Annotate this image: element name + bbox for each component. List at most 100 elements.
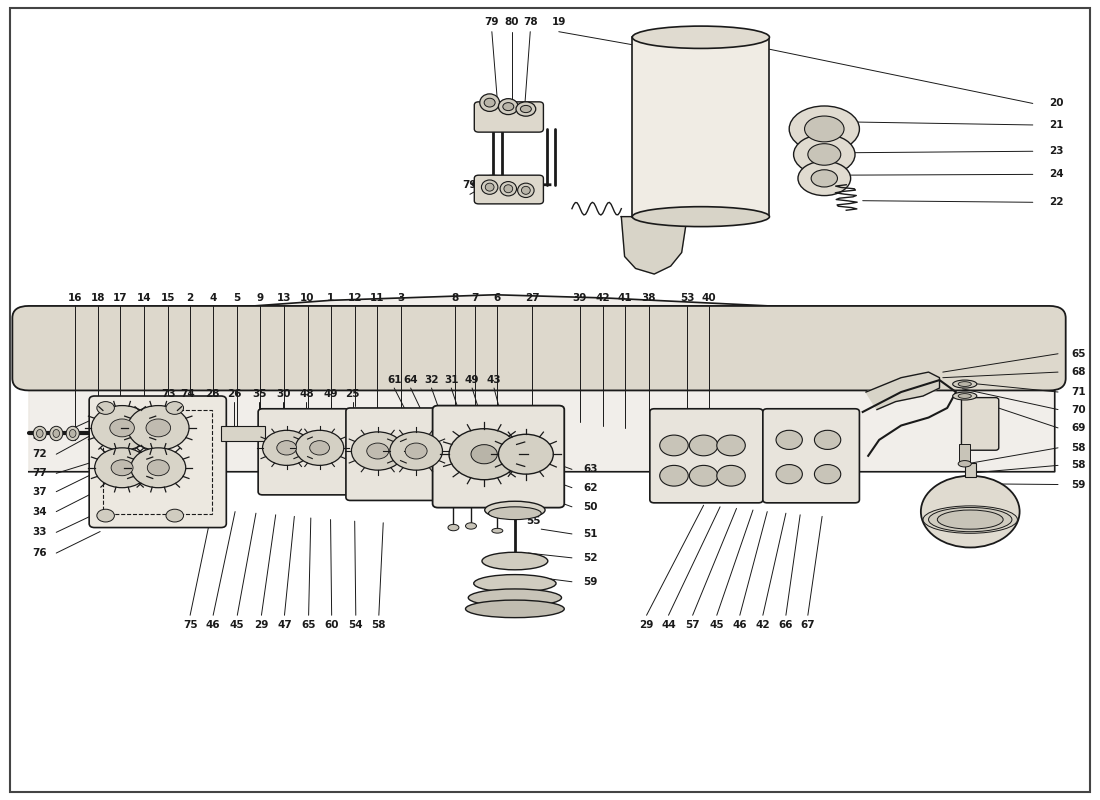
Ellipse shape (482, 552, 548, 570)
Ellipse shape (798, 161, 850, 195)
Bar (632, 38, 769, 217)
Text: 61: 61 (387, 375, 402, 385)
Ellipse shape (793, 134, 855, 174)
Text: 16: 16 (68, 293, 82, 303)
Ellipse shape (504, 185, 513, 193)
FancyBboxPatch shape (650, 409, 763, 503)
Bar (959, 444, 970, 464)
Text: 67: 67 (801, 620, 815, 630)
Ellipse shape (804, 116, 844, 142)
Text: 20: 20 (1049, 98, 1064, 109)
Text: 19: 19 (551, 17, 566, 27)
Text: 11: 11 (370, 293, 384, 303)
Text: 79: 79 (463, 180, 477, 190)
Ellipse shape (36, 430, 43, 438)
FancyBboxPatch shape (474, 175, 543, 204)
Ellipse shape (632, 206, 769, 226)
Text: 32: 32 (425, 375, 439, 385)
Text: 2: 2 (187, 293, 194, 303)
Circle shape (717, 466, 746, 486)
Text: 33: 33 (32, 527, 46, 538)
Text: 42: 42 (756, 620, 770, 630)
Circle shape (717, 435, 746, 456)
Circle shape (166, 510, 184, 522)
Text: 26: 26 (227, 389, 241, 398)
Polygon shape (29, 294, 1055, 472)
Text: 51: 51 (583, 529, 597, 539)
Ellipse shape (33, 426, 46, 441)
Text: 80: 80 (504, 17, 519, 27)
FancyBboxPatch shape (961, 398, 999, 450)
Ellipse shape (503, 102, 514, 110)
Text: 69: 69 (1071, 423, 1086, 433)
Text: 8: 8 (451, 293, 459, 303)
Text: 44: 44 (661, 620, 675, 630)
Ellipse shape (465, 600, 564, 618)
Bar (965, 463, 976, 478)
Ellipse shape (474, 574, 556, 592)
Text: 24: 24 (1049, 170, 1064, 179)
FancyBboxPatch shape (432, 406, 564, 508)
Ellipse shape (923, 506, 1018, 534)
Ellipse shape (465, 522, 476, 529)
Ellipse shape (518, 183, 535, 198)
Text: 63: 63 (583, 464, 597, 474)
Ellipse shape (448, 524, 459, 530)
Text: 65: 65 (1071, 349, 1086, 358)
Circle shape (776, 430, 802, 450)
Text: 65: 65 (301, 620, 316, 630)
Ellipse shape (520, 106, 531, 113)
Circle shape (405, 443, 427, 459)
Text: 46: 46 (733, 620, 747, 630)
Circle shape (310, 441, 330, 455)
Text: 14: 14 (136, 293, 152, 303)
Polygon shape (621, 217, 688, 274)
Text: 58: 58 (1071, 443, 1086, 453)
Text: 78: 78 (522, 17, 538, 27)
Text: 38: 38 (641, 293, 656, 303)
Circle shape (471, 445, 497, 464)
Text: 59: 59 (1071, 479, 1086, 490)
Circle shape (814, 430, 840, 450)
Text: 4: 4 (209, 293, 217, 303)
Text: 45: 45 (710, 620, 724, 630)
Circle shape (263, 430, 311, 466)
Text: 30: 30 (276, 389, 290, 398)
Text: 70: 70 (1071, 405, 1086, 414)
Text: 71: 71 (1071, 387, 1086, 397)
Text: 23: 23 (1049, 146, 1064, 156)
Text: 73: 73 (161, 389, 176, 398)
Circle shape (389, 432, 442, 470)
Text: 36: 36 (32, 431, 46, 441)
Text: 31: 31 (444, 375, 459, 385)
Ellipse shape (50, 426, 63, 441)
Circle shape (776, 465, 802, 484)
Bar (221, 426, 265, 442)
Ellipse shape (516, 102, 536, 116)
Text: 12: 12 (348, 293, 362, 303)
FancyBboxPatch shape (763, 409, 859, 503)
Ellipse shape (498, 98, 518, 114)
Text: 76: 76 (32, 548, 46, 558)
Ellipse shape (492, 528, 503, 533)
Text: 41: 41 (617, 293, 631, 303)
Text: 74: 74 (180, 389, 196, 398)
FancyBboxPatch shape (345, 408, 448, 501)
Ellipse shape (928, 507, 1012, 532)
Text: 15: 15 (161, 293, 175, 303)
Text: 72: 72 (32, 450, 46, 459)
Circle shape (131, 448, 186, 488)
Ellipse shape (69, 430, 76, 438)
Text: 43: 43 (486, 375, 502, 385)
Text: 35: 35 (252, 389, 266, 398)
Text: 57: 57 (685, 620, 700, 630)
Text: 27: 27 (525, 293, 540, 303)
Ellipse shape (937, 510, 1003, 529)
Circle shape (147, 460, 169, 476)
Text: 13: 13 (277, 293, 292, 303)
Text: 79: 79 (485, 17, 499, 27)
Text: 58: 58 (1071, 460, 1086, 470)
Text: 42: 42 (595, 293, 610, 303)
FancyBboxPatch shape (89, 396, 227, 527)
Ellipse shape (53, 430, 59, 438)
